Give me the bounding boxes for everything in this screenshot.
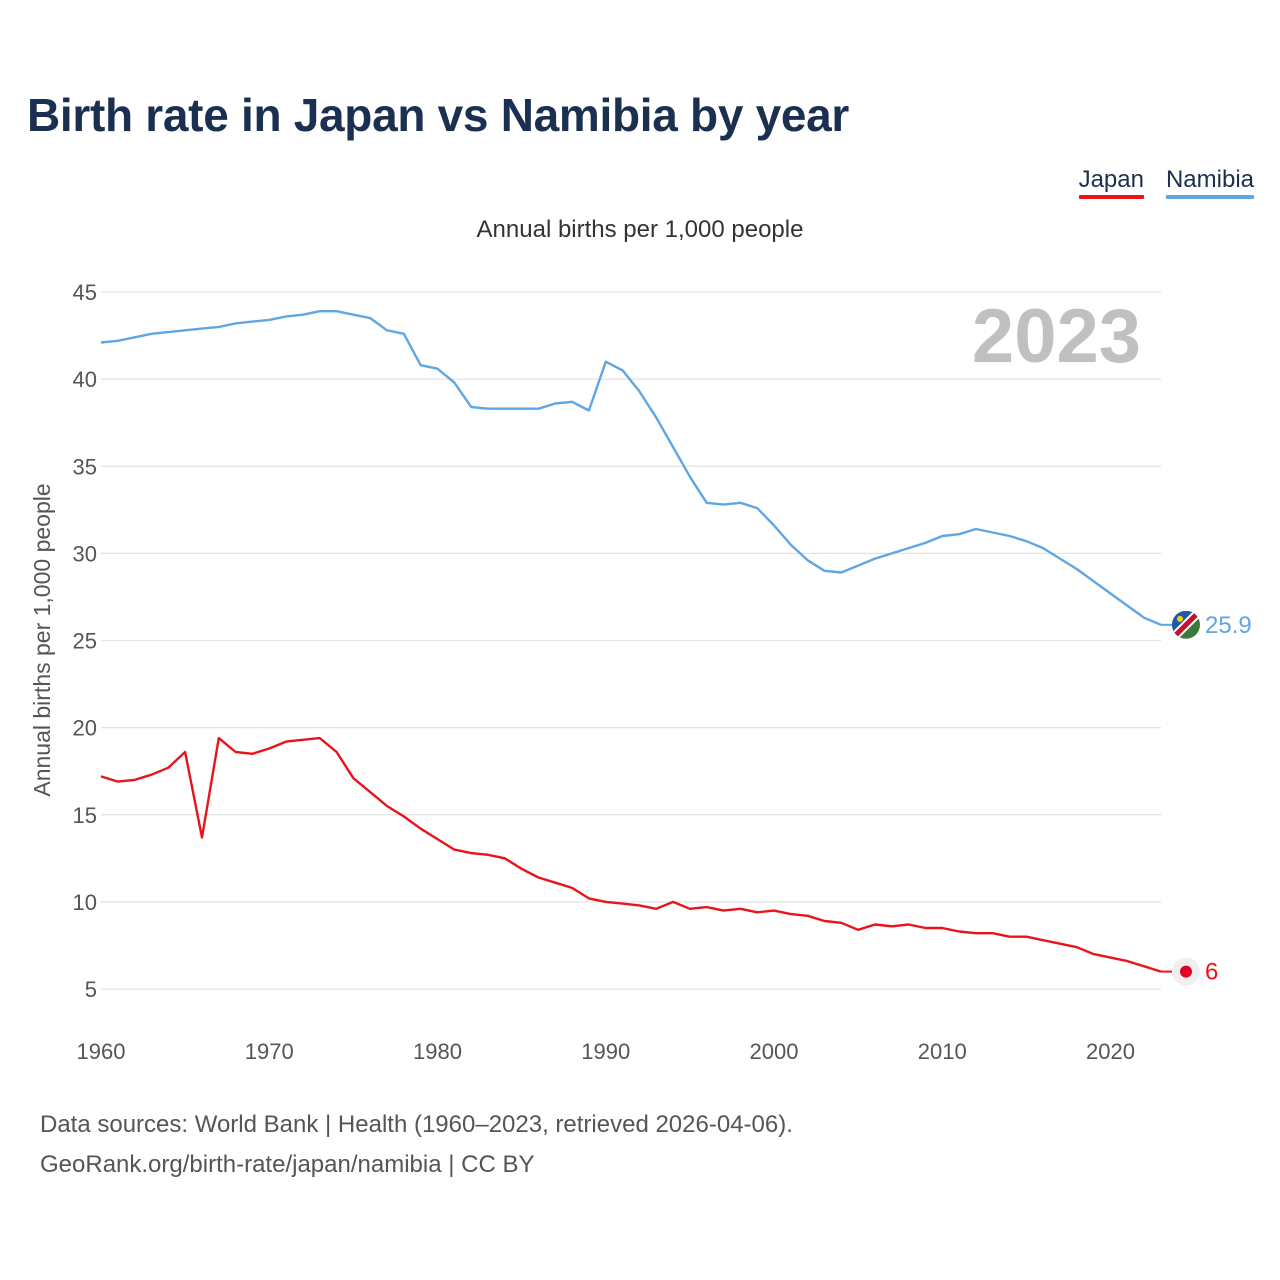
year-label: 2023 xyxy=(972,294,1141,379)
chart-subtitle: Annual births per 1,000 people xyxy=(476,216,804,243)
y-tick-5: 5 xyxy=(85,977,97,1002)
source-line-1: Data sources: World Bank | Health (1960–… xyxy=(40,1111,793,1138)
legend-swatch-namibia xyxy=(1165,195,1254,199)
page-title: Birth rate in Japan vs Namibia by year xyxy=(27,89,850,141)
y-tick-10: 10 xyxy=(73,890,97,915)
legend-item-japan[interactable]: Japan xyxy=(1078,166,1144,199)
legend-item-namibia[interactable]: Namibia xyxy=(1165,166,1254,199)
x-axis-ticks: 1960 1970 1980 1990 2000 2010 2020 xyxy=(77,1039,1135,1064)
end-markers: 625.9 xyxy=(1161,610,1252,986)
series-group xyxy=(100,310,1162,973)
legend-label-japan: Japan xyxy=(1078,166,1144,193)
legend: Japan Namibia xyxy=(1078,166,1254,199)
y-tick-20: 20 xyxy=(73,716,97,741)
x-tick-2000: 2000 xyxy=(750,1039,799,1064)
x-tick-1960: 1960 xyxy=(77,1039,126,1064)
end-label-namibia: 25.9 xyxy=(1205,612,1252,639)
source-note: Data sources: World Bank | Health (1960–… xyxy=(40,1105,793,1185)
y-tick-15: 15 xyxy=(73,803,97,828)
x-tick-1990: 1990 xyxy=(581,1039,630,1064)
y-tick-45: 45 xyxy=(73,280,97,305)
end-label-japan: 6 xyxy=(1205,959,1218,986)
y-axis-ticks: 5 10 15 20 25 30 35 40 45 xyxy=(73,280,97,1002)
series-line-japan[interactable] xyxy=(100,736,1162,973)
y-tick-25: 25 xyxy=(73,629,97,654)
x-tick-1970: 1970 xyxy=(245,1039,294,1064)
x-tick-2020: 2020 xyxy=(1086,1039,1135,1064)
x-tick-1980: 1980 xyxy=(413,1039,462,1064)
y-axis-label: Annual births per 1,000 people xyxy=(29,483,55,796)
source-line-2[interactable]: GeoRank.org/birth-rate/japan/namibia | C… xyxy=(40,1151,535,1178)
japan-flag-disc xyxy=(1180,965,1192,978)
legend-label-namibia: Namibia xyxy=(1165,166,1254,193)
y-tick-30: 30 xyxy=(73,541,97,566)
namibia-flag-sun xyxy=(1177,615,1183,622)
namibia-flag-icon xyxy=(1172,610,1200,639)
grid-lines xyxy=(101,291,1161,990)
x-tick-2010: 2010 xyxy=(918,1039,967,1064)
legend-swatch-japan xyxy=(1078,195,1144,199)
y-tick-35: 35 xyxy=(73,454,97,479)
series-line-namibia[interactable] xyxy=(100,310,1162,626)
line-chart: 5 10 15 20 25 30 35 40 45 1960 1970 1980 1990 2000 20… xyxy=(29,280,1252,1064)
y-tick-40: 40 xyxy=(73,367,97,392)
